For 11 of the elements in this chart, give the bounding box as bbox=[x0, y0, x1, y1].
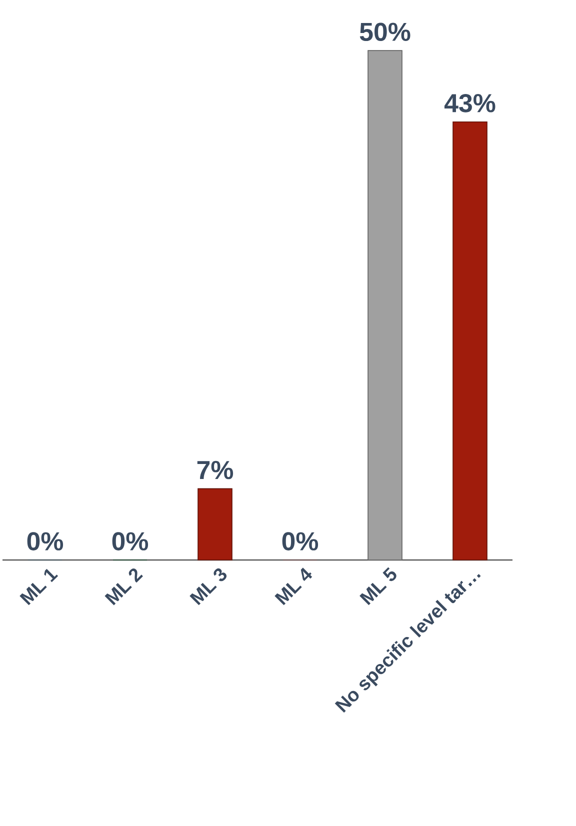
data-label: 0% bbox=[282, 532, 318, 550]
data-label: 7% bbox=[197, 460, 234, 480]
data-label: 50% bbox=[360, 22, 410, 42]
x-tick-label: ML 5 bbox=[360, 567, 396, 606]
x-tick-label: ML 3 bbox=[190, 568, 227, 606]
data-label: 43% bbox=[444, 94, 496, 112]
data-label: 0% bbox=[112, 532, 148, 550]
x-tick-label: ML 4 bbox=[274, 568, 312, 606]
data-label: 0% bbox=[27, 532, 64, 550]
x-tick-label: ML 2 bbox=[104, 568, 143, 606]
x-tick-label: ML 1 bbox=[20, 568, 58, 606]
